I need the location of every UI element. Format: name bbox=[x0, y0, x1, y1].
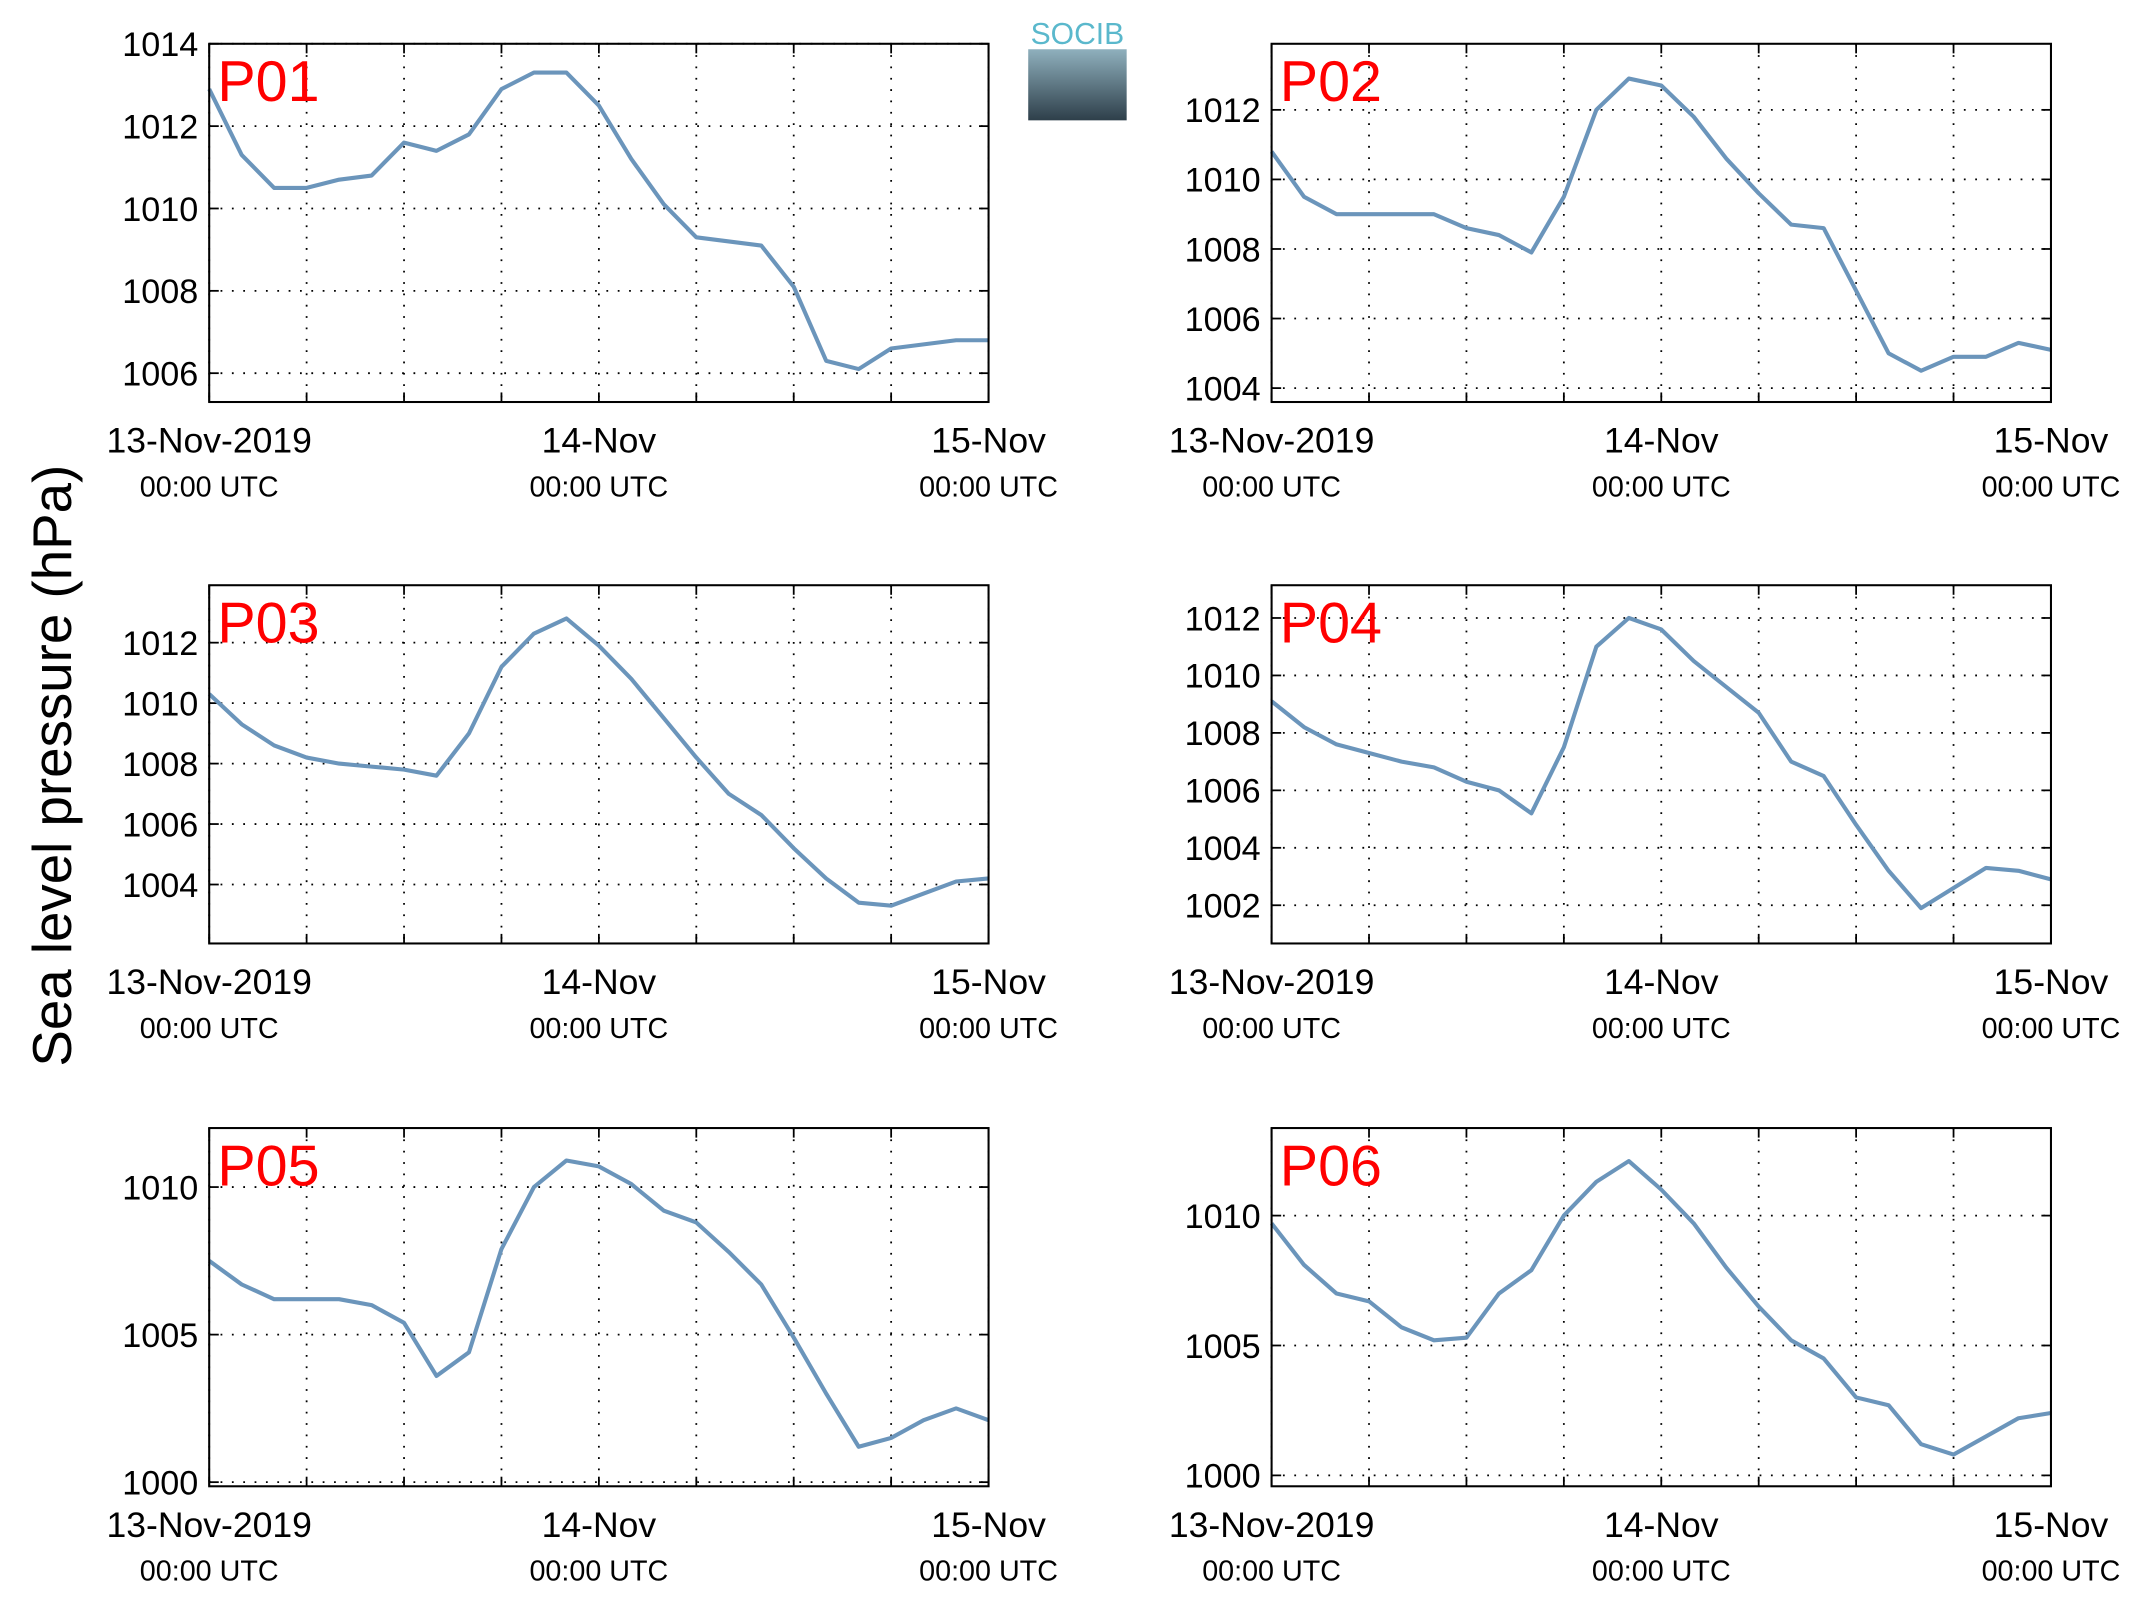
x-tick-sublabel: 00:00 UTC bbox=[1202, 1013, 1341, 1045]
y-tick-label: 1012 bbox=[122, 108, 198, 146]
x-tick-label: 13-Nov-2019 bbox=[1169, 962, 1375, 1002]
y-tick-label: 1008 bbox=[122, 746, 198, 784]
x-tick-sublabel: 00:00 UTC bbox=[1202, 471, 1341, 503]
data-line bbox=[207, 616, 989, 908]
x-tick-sublabel: 00:00 UTC bbox=[140, 1556, 279, 1588]
plot-frame bbox=[1270, 1127, 2052, 1488]
plot-area bbox=[209, 585, 989, 944]
y-tick-label: 1014 bbox=[122, 26, 198, 64]
x-tick-label: 14-Nov bbox=[1604, 962, 1719, 1002]
x-tick-sublabel: 00:00 UTC bbox=[529, 471, 668, 503]
plot-area bbox=[1271, 1128, 2051, 1487]
panel-title: P02 bbox=[1280, 50, 1382, 114]
panel: 1000 1005 1010 13-Nov-2019 00:00 UTC 14-Nov 00… bbox=[1169, 1127, 2121, 1588]
panel: 1004 1006 1008 1010 1012 13-Nov-2019 00:00 UTC… bbox=[106, 584, 1058, 1045]
panel-title: P05 bbox=[217, 1134, 319, 1198]
plot-area bbox=[1271, 585, 2051, 944]
y-tick-label: 1000 bbox=[1185, 1458, 1261, 1496]
data-line bbox=[1269, 1158, 2052, 1457]
y-tick-label: 1006 bbox=[1185, 773, 1261, 811]
x-tick-label: 14-Nov bbox=[1604, 1505, 1719, 1545]
y-tick-label: 1006 bbox=[1185, 301, 1261, 339]
x-tick-label: 15-Nov bbox=[931, 962, 1046, 1002]
plot-frame bbox=[208, 584, 990, 945]
y-tick-label: 1002 bbox=[1185, 888, 1261, 926]
y-tick-label: 1000 bbox=[122, 1464, 198, 1502]
y-tick-label: 1004 bbox=[1185, 830, 1261, 868]
x-tick-sublabel: 00:00 UTC bbox=[1592, 471, 1731, 503]
x-tick-sublabel: 00:00 UTC bbox=[1982, 471, 2121, 503]
x-tick-sublabel: 00:00 UTC bbox=[1592, 1013, 1731, 1045]
x-tick-label: 13-Nov-2019 bbox=[1169, 421, 1375, 461]
y-tick-label: 1004 bbox=[1185, 370, 1261, 408]
data-line bbox=[207, 70, 989, 372]
plot-frame bbox=[208, 42, 990, 404]
x-tick-label: 13-Nov-2019 bbox=[106, 1505, 312, 1545]
x-tick-sublabel: 00:00 UTC bbox=[140, 1013, 279, 1045]
y-tick-label: 1006 bbox=[122, 806, 198, 844]
panel-title: P06 bbox=[1280, 1134, 1382, 1198]
y-tick-label: 1010 bbox=[1185, 1198, 1261, 1236]
panel: 1002 1004 1006 1008 1010 1012 13-Nov-2019 00:00… bbox=[1169, 584, 2121, 1045]
x-tick-label: 14-Nov bbox=[1604, 421, 1719, 461]
logo-block bbox=[1028, 49, 1127, 121]
panel: 1004 1006 1008 1010 1012 13-Nov-2019 00:00 UTC… bbox=[1169, 42, 2121, 503]
x-tick-label: 15-Nov bbox=[1994, 421, 2109, 461]
logo-text: SOCIB bbox=[1031, 18, 1125, 51]
x-tick-sublabel: 00:00 UTC bbox=[919, 1013, 1058, 1045]
x-tick-sublabel: 00:00 UTC bbox=[919, 1556, 1058, 1588]
plot-frame bbox=[208, 1127, 990, 1488]
y-tick-label: 1004 bbox=[122, 867, 198, 905]
y-tick-label: 1005 bbox=[1185, 1328, 1261, 1366]
plot-area bbox=[209, 43, 989, 403]
x-tick-sublabel: 00:00 UTC bbox=[529, 1556, 668, 1588]
x-tick-label: 13-Nov-2019 bbox=[106, 962, 312, 1002]
x-tick-sublabel: 00:00 UTC bbox=[1202, 1556, 1341, 1588]
y-tick-label: 1012 bbox=[1185, 600, 1261, 638]
x-tick-label: 14-Nov bbox=[542, 1505, 657, 1545]
y-tick-label: 1006 bbox=[122, 355, 198, 393]
x-tick-sublabel: 00:00 UTC bbox=[1982, 1556, 2121, 1588]
data-line bbox=[207, 1158, 990, 1449]
x-tick-label: 13-Nov-2019 bbox=[1169, 1505, 1375, 1545]
x-tick-sublabel: 00:00 UTC bbox=[1982, 1013, 2121, 1045]
x-tick-label: 15-Nov bbox=[1994, 962, 2109, 1002]
x-tick-sublabel: 00:00 UTC bbox=[919, 471, 1058, 503]
panel: 1000 1005 1010 13-Nov-2019 00:00 UTC 14-Nov 00… bbox=[106, 1127, 1058, 1588]
x-tick-label: 14-Nov bbox=[542, 962, 657, 1002]
y-tick-label: 1010 bbox=[122, 1169, 198, 1207]
y-tick-label: 1012 bbox=[1185, 92, 1261, 130]
panel-title: P03 bbox=[217, 592, 319, 656]
y-tick-label: 1012 bbox=[122, 625, 198, 663]
x-tick-sublabel: 00:00 UTC bbox=[1592, 1556, 1731, 1588]
y-tick-label: 1010 bbox=[1185, 162, 1261, 200]
data-line bbox=[1270, 615, 2052, 911]
x-tick-sublabel: 00:00 UTC bbox=[140, 471, 279, 503]
plot-area bbox=[1271, 43, 2051, 403]
x-tick-label: 15-Nov bbox=[931, 421, 1046, 461]
y-axis-label: Sea level pressure (hPa) bbox=[21, 465, 83, 1067]
x-tick-label: 14-Nov bbox=[542, 421, 657, 461]
plot-area bbox=[209, 1128, 989, 1487]
x-tick-label: 15-Nov bbox=[1994, 1505, 2109, 1545]
y-tick-label: 1010 bbox=[122, 685, 198, 723]
y-tick-label: 1008 bbox=[122, 273, 198, 311]
x-tick-label: 13-Nov-2019 bbox=[106, 421, 312, 461]
y-tick-label: 1010 bbox=[1185, 658, 1261, 696]
y-tick-label: 1005 bbox=[122, 1317, 198, 1355]
panel: 1006 1008 1010 1012 1014 13-Nov-2019 00:00 UTC… bbox=[106, 26, 1058, 503]
data-line bbox=[1269, 76, 2052, 373]
plot-frame bbox=[1270, 584, 2052, 945]
x-tick-label: 15-Nov bbox=[931, 1505, 1046, 1545]
y-tick-label: 1008 bbox=[1185, 715, 1261, 753]
y-tick-label: 1010 bbox=[122, 191, 198, 229]
logo: SOCIB bbox=[1028, 18, 1127, 121]
plot-frame bbox=[1270, 42, 2052, 404]
y-tick-label: 1008 bbox=[1185, 231, 1261, 269]
x-tick-sublabel: 00:00 UTC bbox=[529, 1013, 668, 1045]
panel-title: P01 bbox=[217, 50, 319, 114]
panel-title: P04 bbox=[1280, 592, 1382, 656]
